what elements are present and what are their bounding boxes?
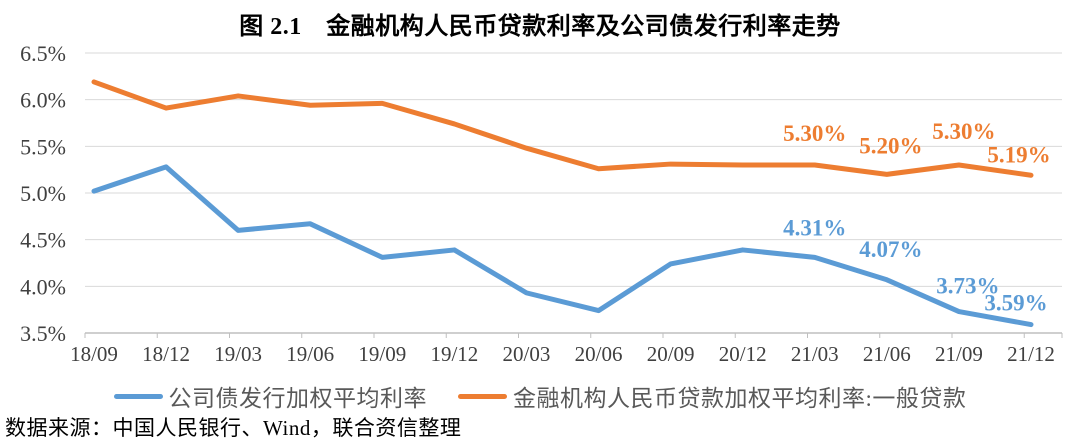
y-tick-label: 5.0% [20,181,66,206]
legend-label: 金融机构人民币贷款加权平均利率:一般贷款 [513,386,967,411]
x-tick-label: 20/03 [503,342,551,366]
x-tick-label: 19/09 [358,342,406,366]
legend-swatch-icon [458,393,508,399]
y-tick-label: 4.0% [20,274,66,299]
x-tick-label: 21/06 [863,342,911,366]
chart-title: 图 2.1 金融机构人民币贷款利率及公司债发行利率走势 [239,14,841,40]
x-tick-label: 21/12 [1007,342,1055,366]
point-label: 4.31% [783,215,846,240]
legend-swatch-icon [113,393,163,399]
x-tick-label: 20/09 [647,342,695,366]
x-tick-label: 20/12 [719,342,767,366]
y-tick-label: 3.5% [20,321,66,346]
point-label: 4.07% [859,237,922,262]
y-tick-label: 6.5% [20,41,66,66]
y-tick-label: 5.5% [20,134,66,159]
legend-item-1: 金融机构人民币贷款加权平均利率:一般贷款 [458,379,966,413]
x-tick-label: 21/03 [791,342,839,366]
x-tick-label: 18/09 [70,342,118,366]
point-label: 3.73% [936,274,999,299]
point-label: 3.59% [984,291,1047,316]
point-label: 5.19% [987,142,1050,167]
x-tick-label: 19/06 [286,342,334,366]
x-tick-label: 20/06 [575,342,623,366]
x-tick-label: 19/12 [430,342,478,366]
point-label: 5.20% [859,133,922,158]
point-label: 5.30% [783,121,846,146]
line-chart: 6.5% 6.0% 5.5% 5.0% 4.5% 4.0% 3.5%18/09 18/12 19… [20,41,1063,366]
point-label: 5.30% [932,119,995,144]
y-tick-label: 4.5% [20,228,66,253]
y-tick-label: 6.0% [20,88,66,113]
x-tick-label: 18/12 [142,342,190,366]
chart-legend: 公司债发行加权平均利率 金融机构人民币贷款加权平均利率:一般贷款 [0,379,1080,413]
source-note: 数据来源：中国人民银行、Wind，联合资信整理 [5,416,462,440]
legend-label: 公司债发行加权平均利率 [168,386,428,411]
series-line-1 [91,79,1034,178]
series-line-0 [91,164,1034,328]
x-tick-label: 19/03 [214,342,262,366]
x-tick-label: 21/09 [935,342,983,366]
legend-item-0: 公司债发行加权平均利率 [113,379,428,413]
